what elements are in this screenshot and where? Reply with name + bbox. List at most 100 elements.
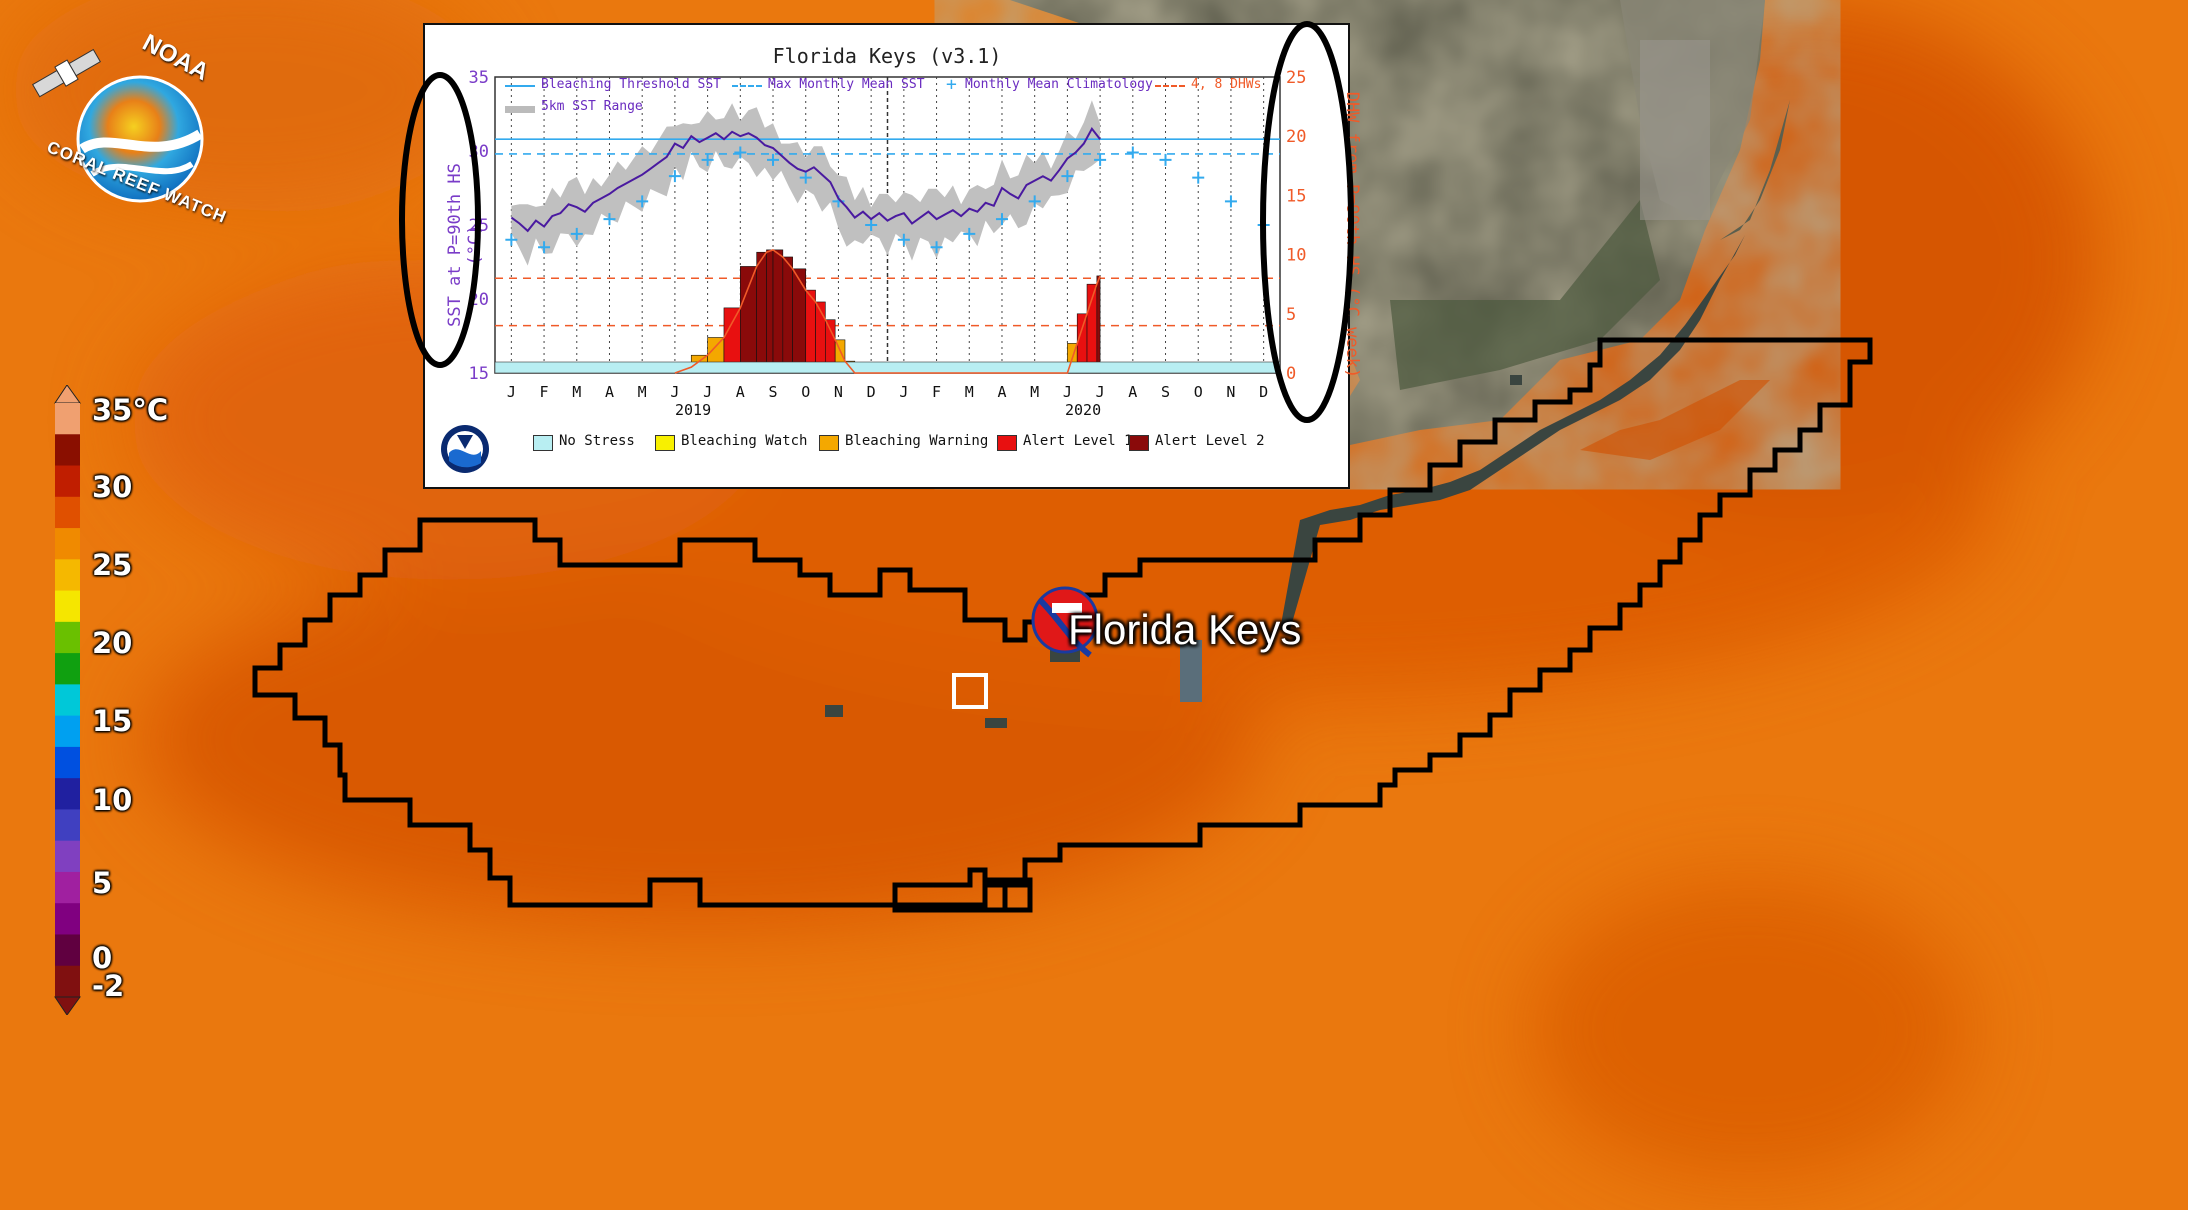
stress-legend: No Stress Bleaching Watch Bleaching Warn… (533, 433, 1333, 463)
year-label: 2019 (675, 401, 712, 419)
noaa-crw-site-marker-icon[interactable] (1031, 586, 1099, 658)
colorbar-segment (55, 684, 80, 717)
climatology-marker (505, 233, 518, 246)
stress-bar (1096, 275, 1101, 374)
climatology-marker (799, 171, 812, 184)
legend-item: Max Monthly Mean SST (768, 77, 925, 92)
y2-tick-label: 10 (1286, 246, 1306, 266)
climatology-marker (1224, 195, 1237, 208)
stress-legend-label: Alert Level 2 (1155, 433, 1265, 449)
site-label[interactable]: Florida Keys (1068, 606, 1302, 653)
climatology-marker (570, 227, 583, 240)
sst-line (510, 126, 1101, 233)
colorbar-min-arrow (54, 996, 81, 1015)
climatology-marker (963, 227, 976, 240)
climatology-marker (1094, 153, 1107, 166)
climatology-marker (897, 233, 910, 246)
month-tick-label: J (703, 383, 712, 401)
climatology-marker (1028, 195, 1041, 208)
month-tick-label: J (1063, 383, 1072, 401)
colorbar-segment (55, 434, 80, 467)
colorbar-segment (55, 715, 80, 748)
stress-legend-label: Bleaching Watch (681, 433, 808, 449)
month-tick-label: M (638, 383, 647, 401)
month-tick-label: J (1096, 383, 1105, 401)
colorbar-segment (55, 965, 80, 998)
climatology-marker (1159, 153, 1172, 166)
colorbar-segment (55, 496, 80, 529)
time-series-chart: Florida Keys (v3.1) J F M A M J J A S O N D J F M A M J J A… (423, 23, 1362, 489)
month-tick-label: S (769, 383, 778, 401)
climatology-marker (1192, 171, 1205, 184)
colorbar-max-arrow (54, 385, 81, 404)
colorbar-segment (55, 871, 80, 904)
y-tick-label: 35 (469, 68, 489, 88)
sst-colorbar: 35°C 30 25 20 15 10 5 0 -2 (50, 385, 190, 1015)
colorbar-segment (55, 809, 80, 842)
colorbar-label: 10 (92, 783, 133, 817)
month-tick-label: N (834, 383, 843, 401)
legend-threshold-line (505, 85, 535, 87)
climatology-marker (603, 213, 616, 226)
colorbar-label: -2 (92, 969, 125, 1003)
colorbar-segment (55, 746, 80, 779)
stress-legend-label: No Stress (559, 433, 635, 449)
month-tick-label: O (1194, 383, 1203, 401)
month-tick-label: O (801, 383, 810, 401)
month-tick-label: N (1226, 383, 1235, 401)
stress-swatch-warning (819, 435, 839, 451)
colorbar-label: 20 (92, 626, 133, 660)
climatology-marker (1061, 170, 1074, 183)
month-tick-label: J (670, 383, 679, 401)
month-tick-label: J (899, 383, 908, 401)
colorbar-label: 30 (92, 470, 133, 504)
stress-bar (772, 249, 784, 374)
climatology-marker (767, 153, 780, 166)
colorbar-segment (55, 903, 80, 935)
climatology-marker (1257, 219, 1270, 231)
stress-bar (805, 289, 816, 374)
stress-bar (756, 251, 767, 374)
climatology-marker (668, 170, 681, 183)
legend-range-swatch (505, 106, 535, 113)
colorbar-segment (55, 590, 80, 623)
colorbar-segment (55, 840, 80, 873)
stress-legend-label: Alert Level 1 (1023, 433, 1133, 449)
month-tick-label: M (965, 383, 974, 401)
colorbar-segment (55, 559, 80, 592)
month-tick-label: A (736, 383, 745, 401)
climatology-marker (865, 219, 878, 231)
virtual-station-marker[interactable] (952, 673, 988, 709)
noaa-small-logo (439, 423, 491, 475)
colorbar-segment (55, 403, 80, 435)
colorbar-label: 15 (92, 704, 133, 738)
noaa-crw-satellite-globe-icon (32, 48, 204, 203)
month-tick-label: A (997, 383, 1006, 401)
stress-bar (740, 266, 757, 374)
month-tick-label: F (932, 383, 941, 401)
noaa-crw-logo: NOAA CORAL REEF WATCH (22, 29, 232, 227)
colorbar-label: 35°C (92, 393, 169, 427)
keys-islands (825, 235, 1745, 728)
stress-bar (782, 256, 793, 374)
stress-swatch-alert2 (1129, 435, 1149, 451)
month-tick-label: D (1259, 383, 1268, 401)
stress-swatch-alert1 (997, 435, 1017, 451)
month-tick-label: M (1030, 383, 1039, 401)
y2-tick-label: 20 (1286, 127, 1306, 147)
year-label: 2020 (1065, 401, 1102, 419)
colorbar-label: 5 (92, 866, 113, 900)
stress-bar (766, 249, 774, 374)
noaa-emblem-icon (441, 425, 489, 473)
climatology-marker (538, 241, 551, 254)
colorbar-segment (55, 621, 80, 654)
colorbar-segment (55, 528, 80, 560)
stress-swatch-watch (655, 435, 675, 451)
legend-mmm-line (732, 85, 762, 87)
colorbar-segment (55, 934, 80, 967)
month-tick-label: M (572, 383, 581, 401)
stress-swatch-no-stress (533, 435, 553, 451)
climatology-marker (1126, 146, 1139, 159)
chart-legend-top: Bleaching Threshold SST Max Monthly Mean… (505, 74, 1305, 117)
no-stress-strip (494, 361, 1281, 374)
